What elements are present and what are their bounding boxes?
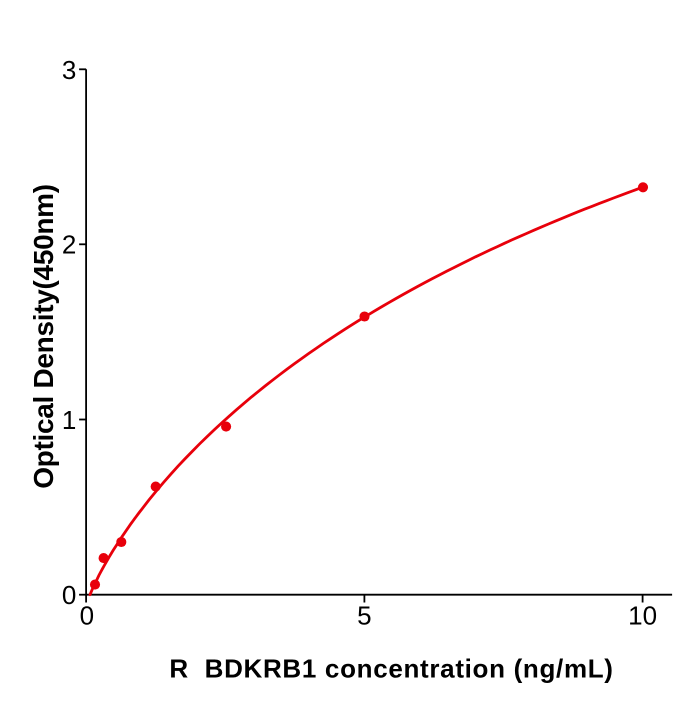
svg-text:R BDKRB1 concentration (ng/mL: R BDKRB1 concentration (ng/mL) (169, 653, 613, 683)
svg-text:0: 0 (62, 580, 76, 610)
svg-text:3: 3 (62, 55, 76, 85)
svg-text:5: 5 (357, 600, 371, 630)
svg-text:Optical Density(450nm): Optical Density(450nm) (28, 184, 59, 489)
svg-text:10: 10 (628, 600, 657, 630)
svg-text:1: 1 (62, 405, 76, 435)
svg-text:0: 0 (80, 600, 94, 630)
svg-text:2: 2 (62, 230, 76, 260)
